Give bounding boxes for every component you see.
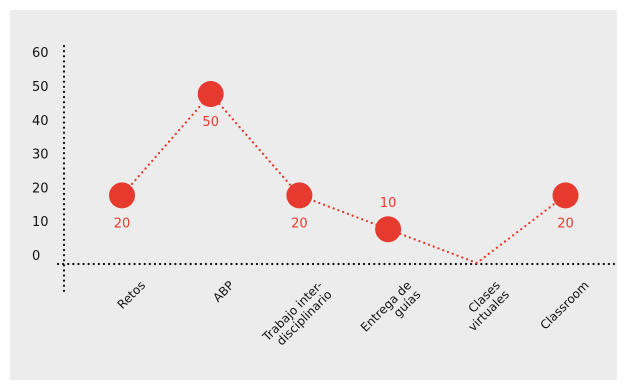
x-tick-label: ABP bbox=[210, 278, 237, 305]
y-tick-label: 40 bbox=[32, 114, 49, 129]
data-label: 10 bbox=[380, 196, 397, 211]
series-line bbox=[120, 92, 567, 265]
data-label: 50 bbox=[202, 115, 219, 130]
y-tick-label: 0 bbox=[32, 249, 40, 264]
x-tick-label: Retos bbox=[115, 278, 149, 312]
x-tick-label: Trabajo inter-disciplinario bbox=[259, 278, 335, 348]
data-point bbox=[109, 182, 135, 209]
data-point bbox=[552, 182, 579, 209]
data-label: 20 bbox=[557, 216, 574, 231]
series-polyline bbox=[120, 92, 567, 265]
y-tick-label: 50 bbox=[32, 80, 49, 95]
y-tick-label: 60 bbox=[32, 46, 49, 61]
x-tick-label: Classroom bbox=[537, 278, 591, 332]
data-labels: 20 50 20 10 20 bbox=[114, 115, 574, 231]
y-tick-label: 10 bbox=[32, 215, 49, 230]
data-point bbox=[375, 216, 402, 243]
x-tick-label-line: Classroom bbox=[537, 278, 591, 332]
data-points bbox=[109, 81, 579, 243]
data-label: 20 bbox=[291, 216, 308, 231]
x-tick-label-line: ABP bbox=[210, 278, 237, 305]
x-tick-label-line: Retos bbox=[115, 278, 149, 312]
y-tick-label: 20 bbox=[32, 181, 49, 196]
x-tick-labels: Retos ABP Trabajo inter-disciplinario Entre… bbox=[115, 278, 592, 348]
y-tick-labels: 0 10 20 30 40 50 60 bbox=[32, 46, 49, 264]
data-point bbox=[286, 182, 313, 209]
y-tick-label: 30 bbox=[32, 148, 49, 163]
data-point bbox=[197, 81, 224, 107]
data-label: 20 bbox=[114, 216, 131, 231]
